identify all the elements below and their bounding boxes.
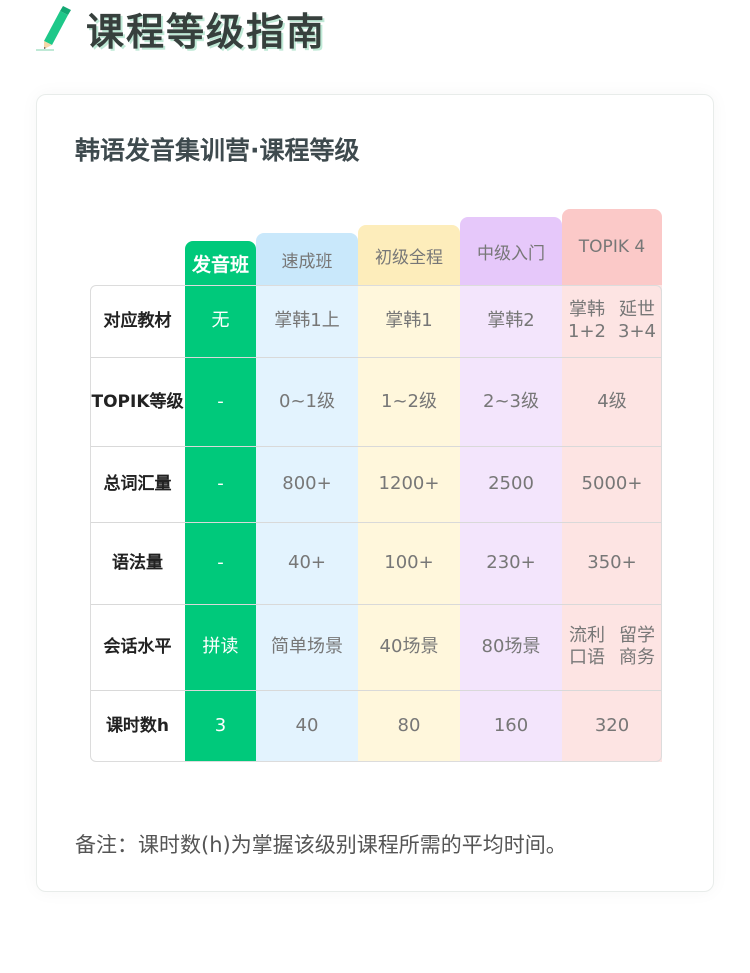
cell-text: 40 [295,715,319,736]
table-cell: 掌韩1上 [256,285,358,357]
column-bg [460,285,562,762]
table-cell: 40+ [256,522,358,604]
table-cell: - [185,522,256,604]
pencil-icon [36,6,71,51]
column-header: 速成班 [256,233,358,285]
column-header: 中级入门 [460,217,562,285]
table-cell: 80 [358,690,460,762]
table-cell: 1~2级 [358,357,460,446]
cell-text: 2500 [488,473,534,494]
cell-text: 5000+ [581,473,643,494]
row-divider [90,689,662,691]
column-bg [256,285,358,762]
table-cell: 简单场景 [256,604,358,690]
table-cell: - [185,357,256,446]
table-cell: 40 [256,690,358,762]
table-cell: 350+ [562,522,662,604]
cell-text: 3 [214,715,227,736]
cell-text: 掌韩1+2 [568,299,606,342]
row-label: 课时数h [105,716,170,736]
page-header: 课程等级指南 [34,4,326,54]
cell-text: - [217,552,224,573]
table-cell: 掌韩1 [358,285,460,357]
table-cell: 40场景 [358,604,460,690]
cell-text: 2~3级 [483,390,539,412]
column-bg [185,285,256,762]
row-label: 语法量 [112,553,163,573]
table-cell: 掌韩2 [460,285,562,357]
table-cell: 1200+ [358,446,460,522]
cell-text: 掌韩1上 [274,310,340,331]
cell-text: 留学商务 [619,625,655,668]
table-cell: 80场景 [460,604,562,690]
cell-text: 4级 [597,390,627,412]
cell-text: 80 [397,715,421,736]
row-divider [90,521,662,523]
cell-text: 40+ [288,552,326,573]
table-cell: 流利口语 留学商务 [562,604,662,690]
table-cell: 5000+ [562,446,662,522]
table-cell: 100+ [358,522,460,604]
cell-text: - [217,390,224,412]
column-header: 发音班 [185,241,256,285]
table-cell: 4级 [562,357,662,446]
column-bg [358,285,460,762]
row-divider [90,603,662,605]
cell-text: 800+ [282,473,332,494]
table-cell: 160 [460,690,562,762]
table-cell: 无 [185,285,256,357]
cell-text: 230+ [486,552,536,573]
table-cell: 0~1级 [256,357,358,446]
table-cell: 800+ [256,446,358,522]
cell-text: 拼读 [202,636,239,657]
cell-text: 掌韩2 [487,310,535,331]
cell-text: 80场景 [481,636,541,657]
cell-text: 0~1级 [279,390,335,412]
course-level-card: 韩语发音集训营·课程等级 发音班 速成班 初级全程 中级入门 TOPIK 4 对应教材 无 掌… [36,94,714,892]
row-divider [90,356,662,358]
table-cell: 拼读 [185,604,256,690]
table-cell: 320 [562,690,662,762]
card-note: 备注：课时数(h)为掌握该级别课程所需的平均时间。 [75,833,567,857]
course-level-table: 发音班 速成班 初级全程 中级入门 TOPIK 4 对应教材 无 掌韩1上 掌韩1 掌韩2 掌韩1+… [37,95,713,795]
table-cell: 掌韩1+2 延世3+4 [562,285,662,357]
table-cell: 3 [185,690,256,762]
row-label: TOPIK等级 [91,391,184,412]
cell-text: 320 [594,715,630,736]
cell-text: 1~2级 [381,390,437,412]
cell-text: - [217,473,224,494]
row-divider [90,445,662,447]
column-header: 初级全程 [358,225,460,285]
row-label: 总词汇量 [103,474,172,494]
table-cell: 2~3级 [460,357,562,446]
table-cell: - [185,446,256,522]
table-cell: 230+ [460,522,562,604]
page-title: 课程等级指南 [86,9,327,54]
card-title: 韩语发音集训营·课程等级 [75,136,360,165]
row-label: 会话水平 [103,637,172,657]
cell-text: 1200+ [378,473,440,494]
cell-text: 100+ [384,552,434,573]
column-header: TOPIK 4 [562,209,662,285]
cell-text: 简单场景 [271,636,343,657]
cell-text: 40场景 [379,636,439,657]
table-frame [90,285,662,762]
cell-text: 掌韩1 [385,310,433,331]
cell-text: 流利口语 [569,625,605,668]
row-label: 对应教材 [103,311,172,331]
column-bg [562,285,662,762]
table-cell: 2500 [460,446,562,522]
cell-text: 延世3+4 [618,299,656,342]
cell-text: 160 [493,715,529,736]
cell-text: 350+ [587,552,637,573]
cell-text: 无 [211,310,230,331]
